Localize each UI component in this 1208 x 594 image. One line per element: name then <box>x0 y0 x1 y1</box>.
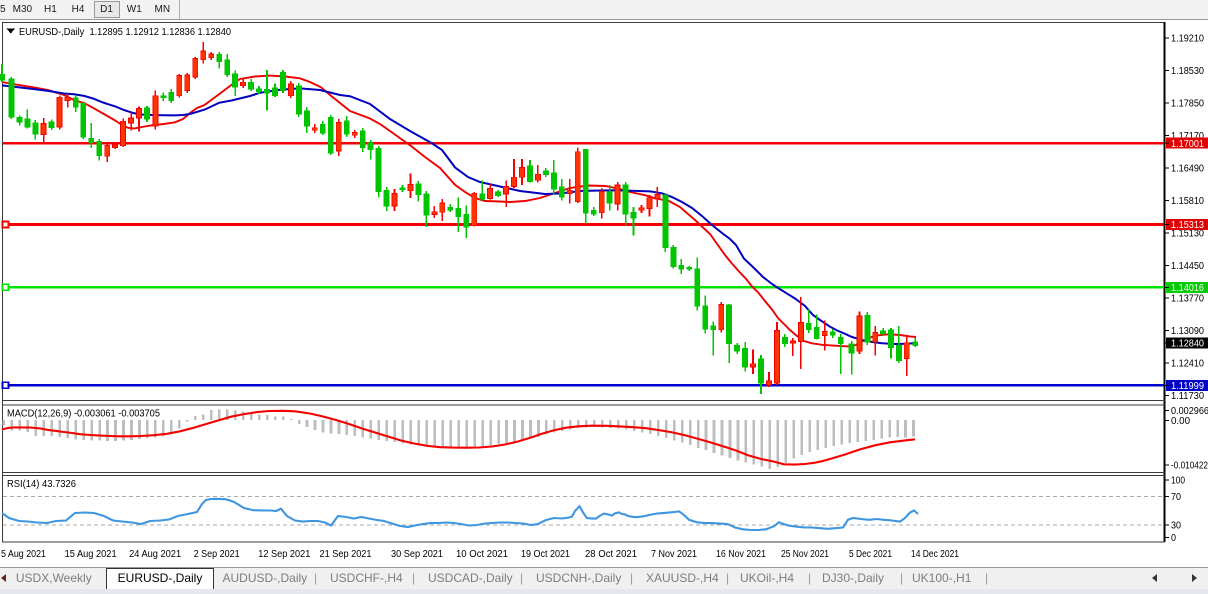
svg-text:28 Oct 2021: 28 Oct 2021 <box>585 549 637 560</box>
svg-text:1.15313: 1.15313 <box>1171 220 1204 231</box>
svg-text:EURUSD-,Daily 1.12895 1.12912: EURUSD-,Daily 1.12895 1.12912 1.12836 1.… <box>19 27 231 38</box>
svg-text:1.14016: 1.14016 <box>1171 283 1204 294</box>
svg-text:1.15810: 1.15810 <box>1171 196 1204 207</box>
svg-text:1.15130: 1.15130 <box>1171 229 1204 240</box>
svg-text:0.002966: 0.002966 <box>1171 406 1208 417</box>
svg-text:1.13770: 1.13770 <box>1171 294 1204 305</box>
svg-text:14 Dec 2021: 14 Dec 2021 <box>911 549 959 560</box>
svg-text:-0.010422: -0.010422 <box>1171 461 1208 472</box>
svg-text:15 Aug 2021: 15 Aug 2021 <box>65 549 117 560</box>
svg-text:25 Nov 2021: 25 Nov 2021 <box>781 549 829 560</box>
svg-text:1.11730: 1.11730 <box>1171 391 1204 402</box>
svg-text:16 Nov 2021: 16 Nov 2021 <box>716 549 766 560</box>
svg-text:1.12410: 1.12410 <box>1171 359 1204 370</box>
svg-text:0.00: 0.00 <box>1171 416 1190 427</box>
svg-text:1.17850: 1.17850 <box>1171 99 1204 110</box>
svg-text:12 Sep 2021: 12 Sep 2021 <box>258 549 310 560</box>
svg-text:2 Sep 2021: 2 Sep 2021 <box>194 549 240 560</box>
svg-text:30: 30 <box>1171 521 1181 532</box>
svg-text:7 Nov 2021: 7 Nov 2021 <box>651 549 697 560</box>
svg-text:1.13090: 1.13090 <box>1171 326 1204 337</box>
svg-text:10 Oct 2021: 10 Oct 2021 <box>456 549 508 560</box>
svg-text:1.17001: 1.17001 <box>1171 139 1204 150</box>
svg-text:0: 0 <box>1171 533 1176 544</box>
svg-text:5 Dec 2021: 5 Dec 2021 <box>849 549 892 560</box>
svg-text:30 Sep 2021: 30 Sep 2021 <box>391 549 443 560</box>
svg-text:21 Sep 2021: 21 Sep 2021 <box>320 549 372 560</box>
svg-text:100: 100 <box>1171 476 1185 487</box>
svg-text:1.14450: 1.14450 <box>1171 261 1204 272</box>
svg-text:1.12840: 1.12840 <box>1171 339 1204 350</box>
svg-text:MACD(12,26,9) -0.003061 -0.003: MACD(12,26,9) -0.003061 -0.003705 <box>7 409 160 420</box>
svg-text:70: 70 <box>1171 492 1181 503</box>
svg-text:19 Oct 2021: 19 Oct 2021 <box>521 549 570 560</box>
svg-text:1.17170: 1.17170 <box>1171 131 1204 142</box>
svg-text:1.18530: 1.18530 <box>1171 66 1204 77</box>
svg-text:1.19210: 1.19210 <box>1171 34 1204 45</box>
svg-text:5 Aug 2021: 5 Aug 2021 <box>1 549 46 560</box>
svg-text:1.11999: 1.11999 <box>1171 381 1204 392</box>
svg-text:1.16490: 1.16490 <box>1171 164 1204 175</box>
svg-text:24 Aug 2021: 24 Aug 2021 <box>129 549 181 560</box>
svg-text:RSI(14) 43.7326: RSI(14) 43.7326 <box>7 479 76 490</box>
